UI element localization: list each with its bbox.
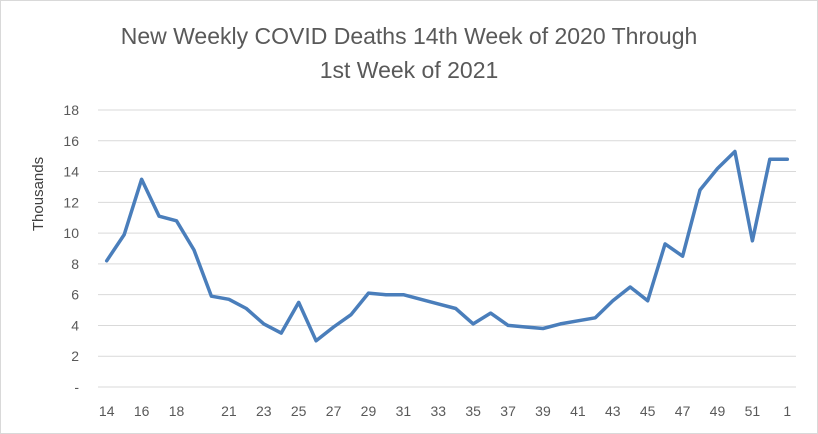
data-point [314,339,318,343]
data-point [663,242,667,246]
x-tick-label: 23 [256,403,272,419]
x-tick-label: 39 [535,403,551,419]
data-point [419,298,423,301]
x-tick-label: 43 [605,403,621,419]
data-point [349,313,353,316]
x-tick-label: 41 [570,403,586,419]
data-point [227,298,231,301]
x-tick-label: 49 [710,403,726,419]
x-tick-label: 27 [326,403,342,419]
data-point [506,324,510,327]
y-tick-label: 4 [71,317,79,333]
x-tick-label: 45 [640,403,656,419]
data-point [384,293,388,296]
y-tick-label: 14 [63,164,79,180]
data-point [262,322,265,326]
chart-title-line-1: New Weekly COVID Deaths 14th Week of 202… [120,23,698,49]
y-tick-label: 16 [63,133,79,149]
data-point [105,259,108,263]
data-point [576,319,580,323]
x-axis-ticks: 14 16 18 21 23 25 27 29 31 33 35 37 39 41 43 45 47 49 51 1 [99,403,791,419]
data-point [681,254,684,258]
data-point [489,311,492,315]
data-point [541,327,545,330]
gridlines [98,109,796,388]
data-point [559,322,562,326]
x-tick-label: 35 [465,403,481,419]
y-tick-label: 10 [63,225,79,241]
x-tick-label: 18 [169,403,185,419]
data-point [646,299,649,303]
data-point [594,316,597,319]
data-point [192,248,196,252]
y-tick-label: 8 [71,256,79,272]
x-tick-label: 29 [361,403,377,419]
series-group [104,149,790,343]
data-point [611,299,614,303]
y-tick-label: 2 [71,348,79,364]
data-point [140,178,143,181]
data-point [297,301,300,304]
data-point [629,285,632,289]
chart-title: New Weekly COVID Deaths 14th Week of 202… [1,19,817,87]
data-point [210,295,213,298]
data-point [280,331,283,335]
data-point [402,293,405,296]
y-axis-ticks: - 2 4 6 8 10 12 14 16 18 [63,102,79,395]
x-tick-label: 14 [99,403,115,419]
data-point [454,307,457,310]
data-point [698,188,702,192]
series-line-0 [104,149,790,343]
x-tick-label: 37 [500,403,516,419]
data-point [471,322,475,326]
x-tick-label: 21 [221,403,237,419]
data-point [367,291,370,295]
chart-title-line-2: 1st Week of 2021 [319,57,499,83]
data-point [332,325,335,329]
data-point [751,239,754,243]
data-point [786,158,789,161]
y-tick-label: 12 [63,194,79,210]
x-tick-label: 47 [675,403,691,419]
x-tick-label: 51 [745,403,761,419]
y-tick-label: 6 [71,287,79,303]
data-point [733,150,737,153]
y-tick-label: - [74,379,79,395]
data-point [716,167,719,170]
data-point [437,302,440,306]
data-point [157,214,161,218]
y-tick-label: 18 [63,102,79,118]
data-point [524,325,527,329]
x-tick-label: 33 [430,403,446,419]
x-tick-label: 25 [291,403,307,419]
data-point [175,219,178,222]
data-point [122,233,126,236]
x-tick-label: 31 [396,403,412,419]
data-point [768,158,772,161]
x-tick-label: 16 [134,403,150,419]
data-point [245,307,248,310]
x-tick-label: 1 [783,403,791,419]
